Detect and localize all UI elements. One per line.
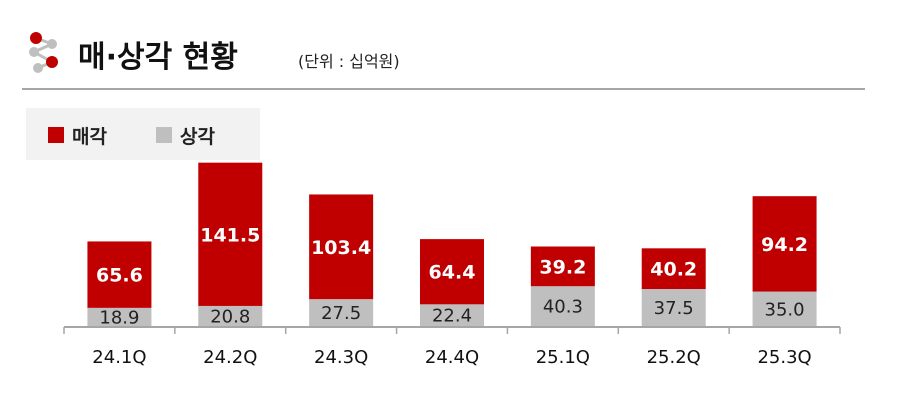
x-tick-label: 25.3Q [757,347,811,368]
bar-writeoff [198,305,263,327]
legend-item-sale: 매각 [48,124,107,148]
x-tick-label: 24.3Q [314,347,368,368]
x-tick-label: 24.4Q [425,347,479,368]
data-label-sale: 94.2 [761,234,808,256]
title-divider [22,88,865,90]
bar-sale [641,248,706,290]
bar-sale [87,241,152,308]
legend-label-writeoff: 상각 [180,125,215,148]
data-label-writeoff: 22.4 [432,306,472,327]
x-tick-label: 25.2Q [647,347,701,368]
page-title: 매·상각 현황 [78,40,238,75]
bar-writeoff [87,307,152,327]
bar-writeoff [752,291,817,327]
legend-swatch-writeoff [156,127,172,143]
data-label-writeoff: 18.9 [99,307,139,328]
bar-writeoff [309,299,374,327]
data-label-writeoff: 35.0 [765,299,805,320]
data-label-writeoff: 20.8 [210,306,250,327]
bar-writeoff [530,286,595,327]
data-label-writeoff: 27.5 [321,303,361,324]
bar-sale [530,246,595,287]
data-label-sale: 40.2 [650,259,697,281]
bar-sale [752,196,817,292]
title-row: 매·상각 현황 (단위 : 십억원) [22,22,867,82]
data-label-sale: 141.5 [200,224,260,246]
x-tick-label: 25.1Q [536,347,590,368]
data-label-sale: 64.4 [429,262,476,284]
unit-note: (단위 : 십억원) [298,52,400,71]
legend-swatch-sale [48,127,64,143]
bar-sale [198,162,263,306]
data-label-sale: 39.2 [539,256,586,278]
legend-item-writeoff: 상각 [156,124,215,148]
chart-legend: 매각 상각 [26,108,260,160]
bar-sale [420,239,484,305]
bar-sale [309,194,374,300]
molecule-logo-icon [29,32,58,73]
x-tick-label: 24.1Q [92,347,146,368]
legend-label-sale: 매각 [72,125,107,148]
bar-writeoff [641,289,706,327]
data-label-sale: 65.6 [96,265,143,287]
bar-writeoff [420,304,484,327]
x-tick-label: 24.2Q [203,347,257,368]
data-label-writeoff: 40.3 [543,297,583,318]
data-label-sale: 103.4 [311,237,371,259]
data-label-writeoff: 37.5 [654,298,694,319]
